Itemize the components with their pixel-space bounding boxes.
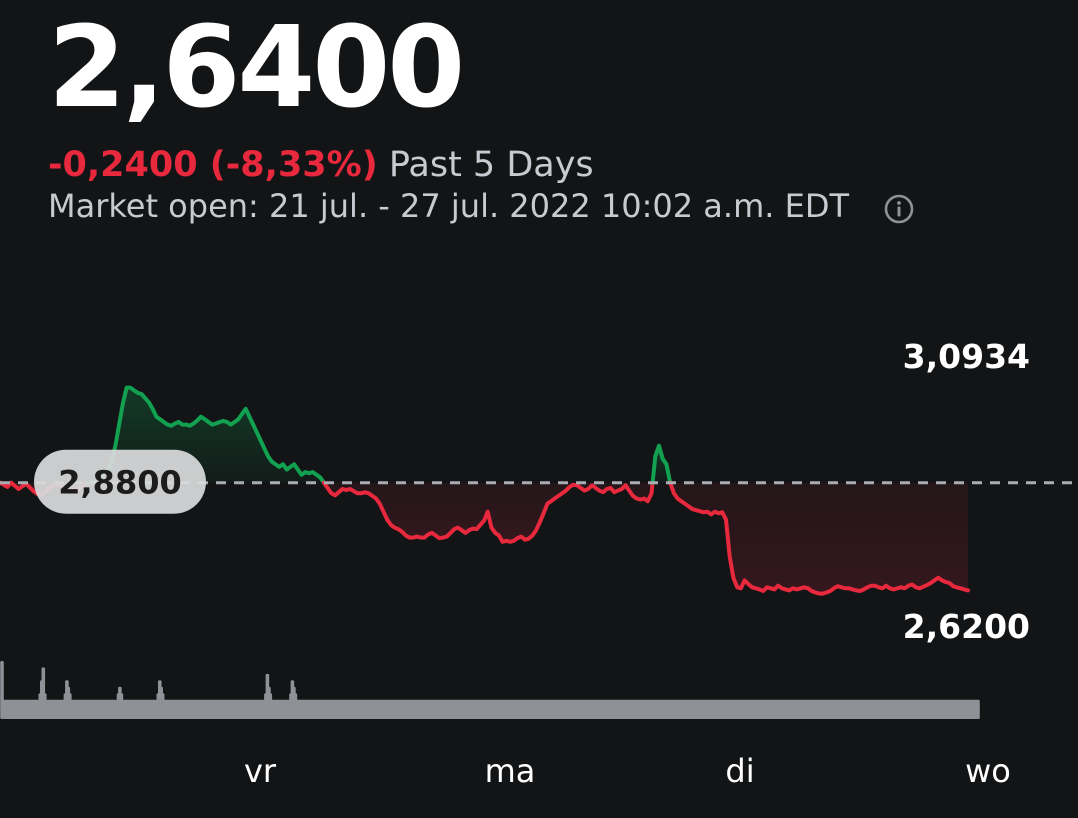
price-line-down-segment (321, 480, 655, 544)
volume-bars (0, 661, 980, 719)
area-below-close (670, 482, 968, 594)
price-line-up-segment (650, 443, 673, 485)
x-axis-label: vr (244, 752, 277, 790)
y-axis-high-label: 3,0934 (903, 337, 1030, 376)
price-line-up-segment (86, 385, 326, 485)
volume-bar (976, 699, 980, 719)
x-axis-labels: vr ma di wo (244, 752, 1011, 790)
info-icon[interactable] (882, 192, 916, 226)
x-axis-label: di (725, 752, 754, 790)
previous-close-label: 2,8800 (58, 464, 181, 502)
x-axis-label: ma (485, 752, 536, 790)
market-status: Market open: 21 jul. - 27 jul. 2022 10:0… (48, 187, 849, 225)
price-line-down-segment (668, 480, 970, 596)
chart-lines (0, 385, 970, 596)
price-change-line: -0,2400 (-8,33%) Past 5 Days (48, 142, 594, 188)
price-change: -0,2400 (-8,33%) (48, 145, 378, 185)
y-axis-low-label: 2,6200 (903, 607, 1030, 646)
period-label: Past 5 Days (388, 145, 594, 185)
x-axis-label: wo (965, 752, 1011, 790)
current-price: 2,6400 (48, 3, 465, 133)
previous-close-pill: 2,8800 (34, 449, 206, 514)
